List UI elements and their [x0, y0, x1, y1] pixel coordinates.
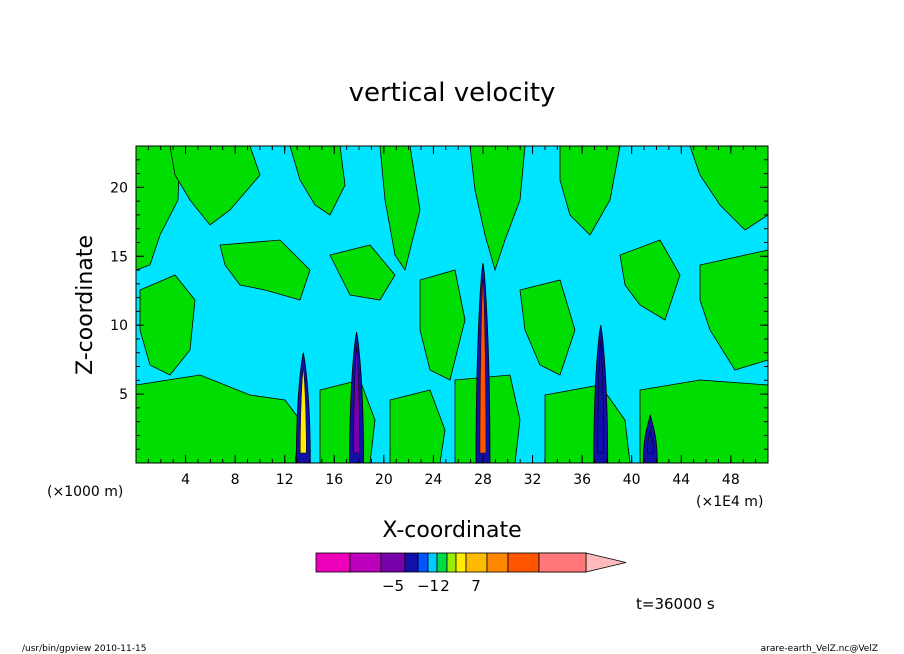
colorbar-swatch	[427, 552, 438, 573]
colorbar-swatch	[465, 552, 488, 573]
colorbar-labels: −5 −1 2 7	[382, 577, 481, 595]
x-tick-label: 28	[474, 472, 492, 488]
y-tick-label: 15	[110, 249, 128, 265]
x-tick-label: 48	[722, 472, 740, 488]
y-axis-label: Z-coordinate	[73, 235, 98, 375]
footer-right: arare-earth_VelZ.nc@VelZ	[761, 644, 878, 654]
y-tick-label: 5	[119, 387, 128, 403]
updraft-columns	[295, 263, 658, 464]
colorbar-label: 7	[471, 577, 481, 595]
colorbar-label: −5	[382, 577, 404, 595]
footer-left: /usr/bin/gpview 2010-11-15	[22, 644, 146, 654]
colorbar-swatch	[486, 552, 509, 573]
x-tick-label: 20	[375, 472, 393, 488]
colorbar-label: −1	[417, 577, 439, 595]
green-region	[519, 279, 576, 376]
x-tick-label: 12	[276, 472, 294, 488]
colorbar-swatch	[349, 552, 382, 573]
y-tick-label: 20	[110, 180, 128, 196]
x-axis-label: X-coordinate	[382, 518, 521, 543]
colorbar-swatch	[417, 552, 429, 573]
x-tick-label: 32	[524, 472, 542, 488]
updraft-core	[353, 348, 360, 454]
green-region	[619, 239, 681, 321]
x-tick-label: 40	[623, 472, 641, 488]
green-region	[419, 269, 466, 381]
x-tick-label: 36	[573, 472, 591, 488]
green-region	[639, 379, 769, 464]
x-unit-left: (×1000 m)	[47, 484, 123, 500]
time-annotation: t=36000 s	[636, 595, 715, 613]
y-axis: 5 10 15 20	[110, 159, 768, 450]
colorbar-swatch	[446, 552, 457, 573]
colorbar-swatch	[404, 552, 419, 573]
x-tick-label: 44	[672, 472, 690, 488]
x-tick-label: 8	[231, 472, 240, 488]
x-tick-label: 24	[424, 472, 442, 488]
chart-title: vertical velocity	[349, 78, 556, 108]
updraft-core	[597, 341, 604, 454]
colorbar	[315, 552, 627, 573]
x-tick-label: 4	[181, 472, 190, 488]
colorbar-swatch	[315, 552, 351, 573]
colorbar-swatch	[380, 552, 406, 573]
updraft-core	[300, 368, 307, 454]
x-tick-label: 16	[325, 472, 343, 488]
y-tick-label: 10	[110, 318, 128, 334]
plot-area	[135, 145, 769, 464]
plot-frame	[135, 145, 769, 464]
green-region	[219, 239, 311, 301]
colorbar-swatch	[455, 552, 467, 573]
green-region	[544, 384, 631, 464]
x-axis: 4 8 12 16 20 24 28 32 36 40 44 48	[147, 146, 757, 488]
green-region	[469, 145, 526, 272]
colorbar-swatch	[538, 552, 587, 573]
updraft-core	[647, 430, 654, 454]
updraft-core	[479, 279, 487, 454]
green-region	[389, 389, 446, 464]
x-unit-right: (×1E4 m)	[696, 494, 763, 510]
colorbar-label: 2	[440, 577, 450, 595]
green-region	[329, 244, 396, 301]
colorbar-arrow	[585, 552, 627, 573]
green-region	[139, 274, 196, 376]
colorbar-swatch	[507, 552, 540, 573]
colorbar-swatch	[436, 552, 448, 573]
green-region	[169, 145, 261, 226]
